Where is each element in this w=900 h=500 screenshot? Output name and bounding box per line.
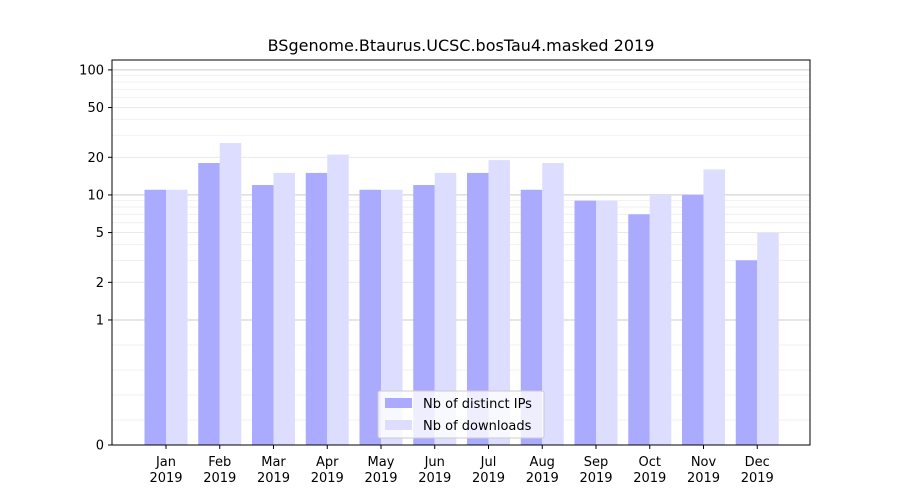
x-tick-label-year: 2019 — [687, 471, 720, 486]
x-tick-label-month: Mar — [261, 455, 286, 470]
x-tick-label-year: 2019 — [149, 471, 182, 486]
bar-downloads-apr — [327, 154, 349, 446]
x-tick-label-year: 2019 — [741, 471, 774, 486]
bar-downloads-jul — [488, 160, 510, 445]
bar-distinct-ips-jan — [144, 189, 166, 445]
y-tick-label: 1 — [96, 313, 104, 328]
x-tick-label-month: Aug — [530, 455, 555, 470]
x-tick-label-month: Jul — [480, 455, 497, 470]
y-tick-label: 100 — [79, 63, 104, 78]
x-tick-label-year: 2019 — [579, 471, 612, 486]
bar-downloads-aug — [542, 163, 564, 445]
x-tick-label-month: Feb — [208, 455, 231, 470]
legend-swatch-downloads — [385, 420, 412, 430]
x-tick-label-month: Jan — [155, 455, 176, 470]
x-tick-label-year: 2019 — [633, 471, 666, 486]
bar-distinct-ips-sep — [574, 200, 596, 445]
bar-distinct-ips-nov — [682, 194, 704, 445]
x-tick-label-month: Jun — [424, 455, 445, 470]
x-tick-label-month: May — [368, 455, 395, 470]
y-tick-label: 2 — [96, 276, 104, 291]
x-tick-label-month: Apr — [316, 455, 339, 470]
x-tick-label-year: 2019 — [418, 471, 451, 486]
x-tick-label-month: Oct — [639, 455, 661, 470]
bar-downloads-feb — [219, 143, 242, 445]
x-axis: Jan2019Feb2019Mar2019Apr2019May2019Jun20… — [149, 445, 774, 486]
legend: Nb of distinct IPs Nb of downloads — [377, 390, 545, 439]
bar-distinct-ips-may — [359, 189, 381, 445]
x-tick-label-year: 2019 — [311, 471, 344, 486]
y-tick-label: 50 — [87, 101, 104, 116]
bar-downloads-nov — [703, 169, 725, 445]
y-tick-label: 20 — [87, 151, 104, 166]
bar-downloads-may — [381, 189, 403, 445]
y-tick-label: 5 — [96, 226, 104, 241]
bar-distinct-ips-jun — [413, 185, 435, 445]
y-axis: 0 1 2 5 10 20 50 100 — [79, 63, 112, 454]
y-tick-label: 10 — [87, 188, 104, 203]
bar-downloads-jan — [166, 189, 188, 445]
bar-distinct-ips-dec — [735, 260, 758, 445]
bar-downloads-jun — [434, 172, 457, 445]
legend-frame — [377, 390, 545, 439]
legend-label-distinct-ips: Nb of distinct IPs — [423, 397, 532, 412]
bars — [144, 143, 779, 446]
plot-frame — [111, 59, 811, 446]
x-tick-label-year: 2019 — [526, 471, 559, 486]
legend-label-downloads: Nb of downloads — [423, 419, 532, 434]
x-tick-label-year: 2019 — [203, 471, 236, 486]
x-tick-label-year: 2019 — [257, 471, 290, 486]
bar-distinct-ips-oct — [628, 214, 650, 445]
legend-swatch-distinct-ips — [385, 398, 412, 408]
bar-distinct-ips-feb — [198, 163, 220, 445]
x-tick-label-year: 2019 — [472, 471, 505, 486]
bar-downloads-oct — [649, 194, 672, 445]
x-tick-label-month: Sep — [584, 455, 609, 470]
y-tick-label: 0 — [96, 439, 104, 454]
bar-distinct-ips-aug — [520, 189, 543, 445]
bar-downloads-dec — [757, 232, 779, 445]
chart-title: BSgenome.Btaurus.UCSC.bosTau4.masked 201… — [268, 36, 655, 55]
bar-downloads-sep — [596, 200, 618, 445]
bar-downloads-mar — [273, 172, 295, 445]
bar-distinct-ips-mar — [252, 185, 274, 445]
x-tick-label-month: Dec — [745, 455, 770, 470]
x-tick-label-month: Nov — [691, 455, 717, 470]
bar-distinct-ips-apr — [305, 172, 328, 445]
bar-distinct-ips-jul — [467, 172, 489, 445]
x-tick-label-year: 2019 — [364, 471, 397, 486]
